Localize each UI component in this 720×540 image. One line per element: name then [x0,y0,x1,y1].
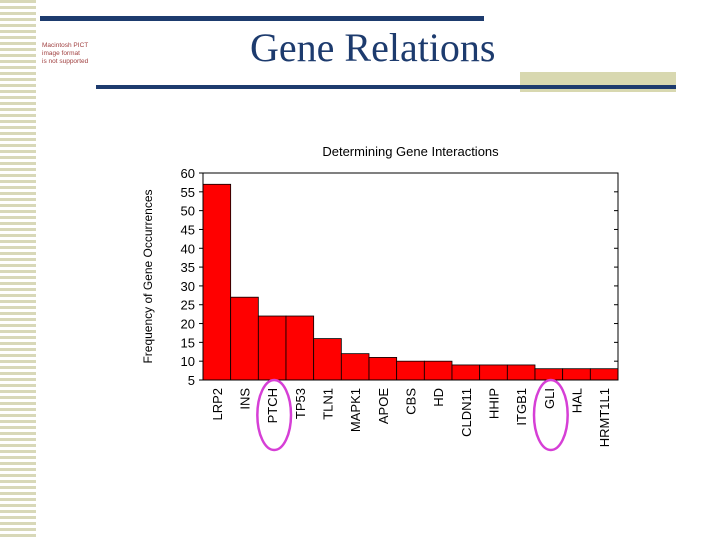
x-tick-label-ins: INS [238,388,253,410]
top-rule [40,16,484,21]
x-tick-label-hhip: HHIP [487,388,502,419]
x-tick-label-ptch: PTCH [265,388,280,423]
y-tick-label: 25 [181,298,195,313]
placeholder-line-2: image format [42,50,80,57]
bar-hhip [479,364,508,381]
x-tick-label-gli: GLI [542,388,557,409]
x-tick-label-apoe: APOE [376,388,391,424]
placeholder-line-3: is not supported [42,58,89,65]
bar-ins [230,296,259,381]
bar-lrp2 [202,183,232,381]
bar-apoe [368,357,398,381]
bar-gli [534,368,564,381]
bar-hrmt1l1 [589,368,619,381]
x-tick-label-hd: HD [431,388,446,407]
bar-hd [423,360,453,381]
bar-cldn11 [451,364,481,381]
y-axis-label: Frequency of Gene Occurrences [141,189,155,363]
x-tick-label-hal: HAL [570,388,585,413]
y-tick-label: 15 [181,335,195,350]
bar-chart: Determining Gene Interactions Frequency o… [141,144,619,452]
placeholder-line-1: Macintosh PICT [42,42,89,49]
y-tick-label: 55 [181,185,195,200]
y-tick-label: 10 [181,354,195,369]
bar-tp53 [285,315,315,381]
y-tick-label: 60 [181,166,195,181]
y-tick-label: 40 [181,241,195,256]
highlight-circle-gli [532,378,569,452]
y-tick-label: 45 [181,222,195,237]
x-tick-label-tp53: TP53 [293,388,308,419]
y-tick-label: 20 [181,317,195,332]
y-tick-label: 5 [188,373,195,388]
bar-ptch [257,315,287,381]
y-tick-label: 35 [181,260,195,275]
x-tick-label-lrp2: LRP2 [210,388,225,421]
highlight-circle-ptch [256,378,293,452]
decorative-stripe-bar [0,0,36,540]
bar-itgb1 [506,364,536,381]
chart-title: Determining Gene Interactions [322,144,499,159]
x-tick-label-itgb1: ITGB1 [514,388,529,426]
bar-hal [562,368,591,381]
bar-mapk1 [340,353,370,381]
plot-frame [202,172,619,381]
accent-box [520,72,676,92]
x-tick-label-hrmt1l1: HRMT1L1 [597,388,612,447]
slide-title: Gene Relations [250,25,496,70]
title-underline-rule [96,85,676,89]
unsupported-image-placeholder: Macintosh PICT image format is not suppo… [42,42,92,66]
y-tick-label: 30 [181,279,195,294]
bar-cbs [396,360,425,381]
x-tick-label-cbs: CBS [404,388,419,415]
bar-tln1 [313,338,342,381]
x-tick-label-cldn11: CLDN11 [459,388,474,437]
x-tick-label-mapk1: MAPK1 [348,388,363,432]
y-tick-label: 50 [181,204,195,219]
x-tick-label-tln1: TLN1 [321,388,336,420]
